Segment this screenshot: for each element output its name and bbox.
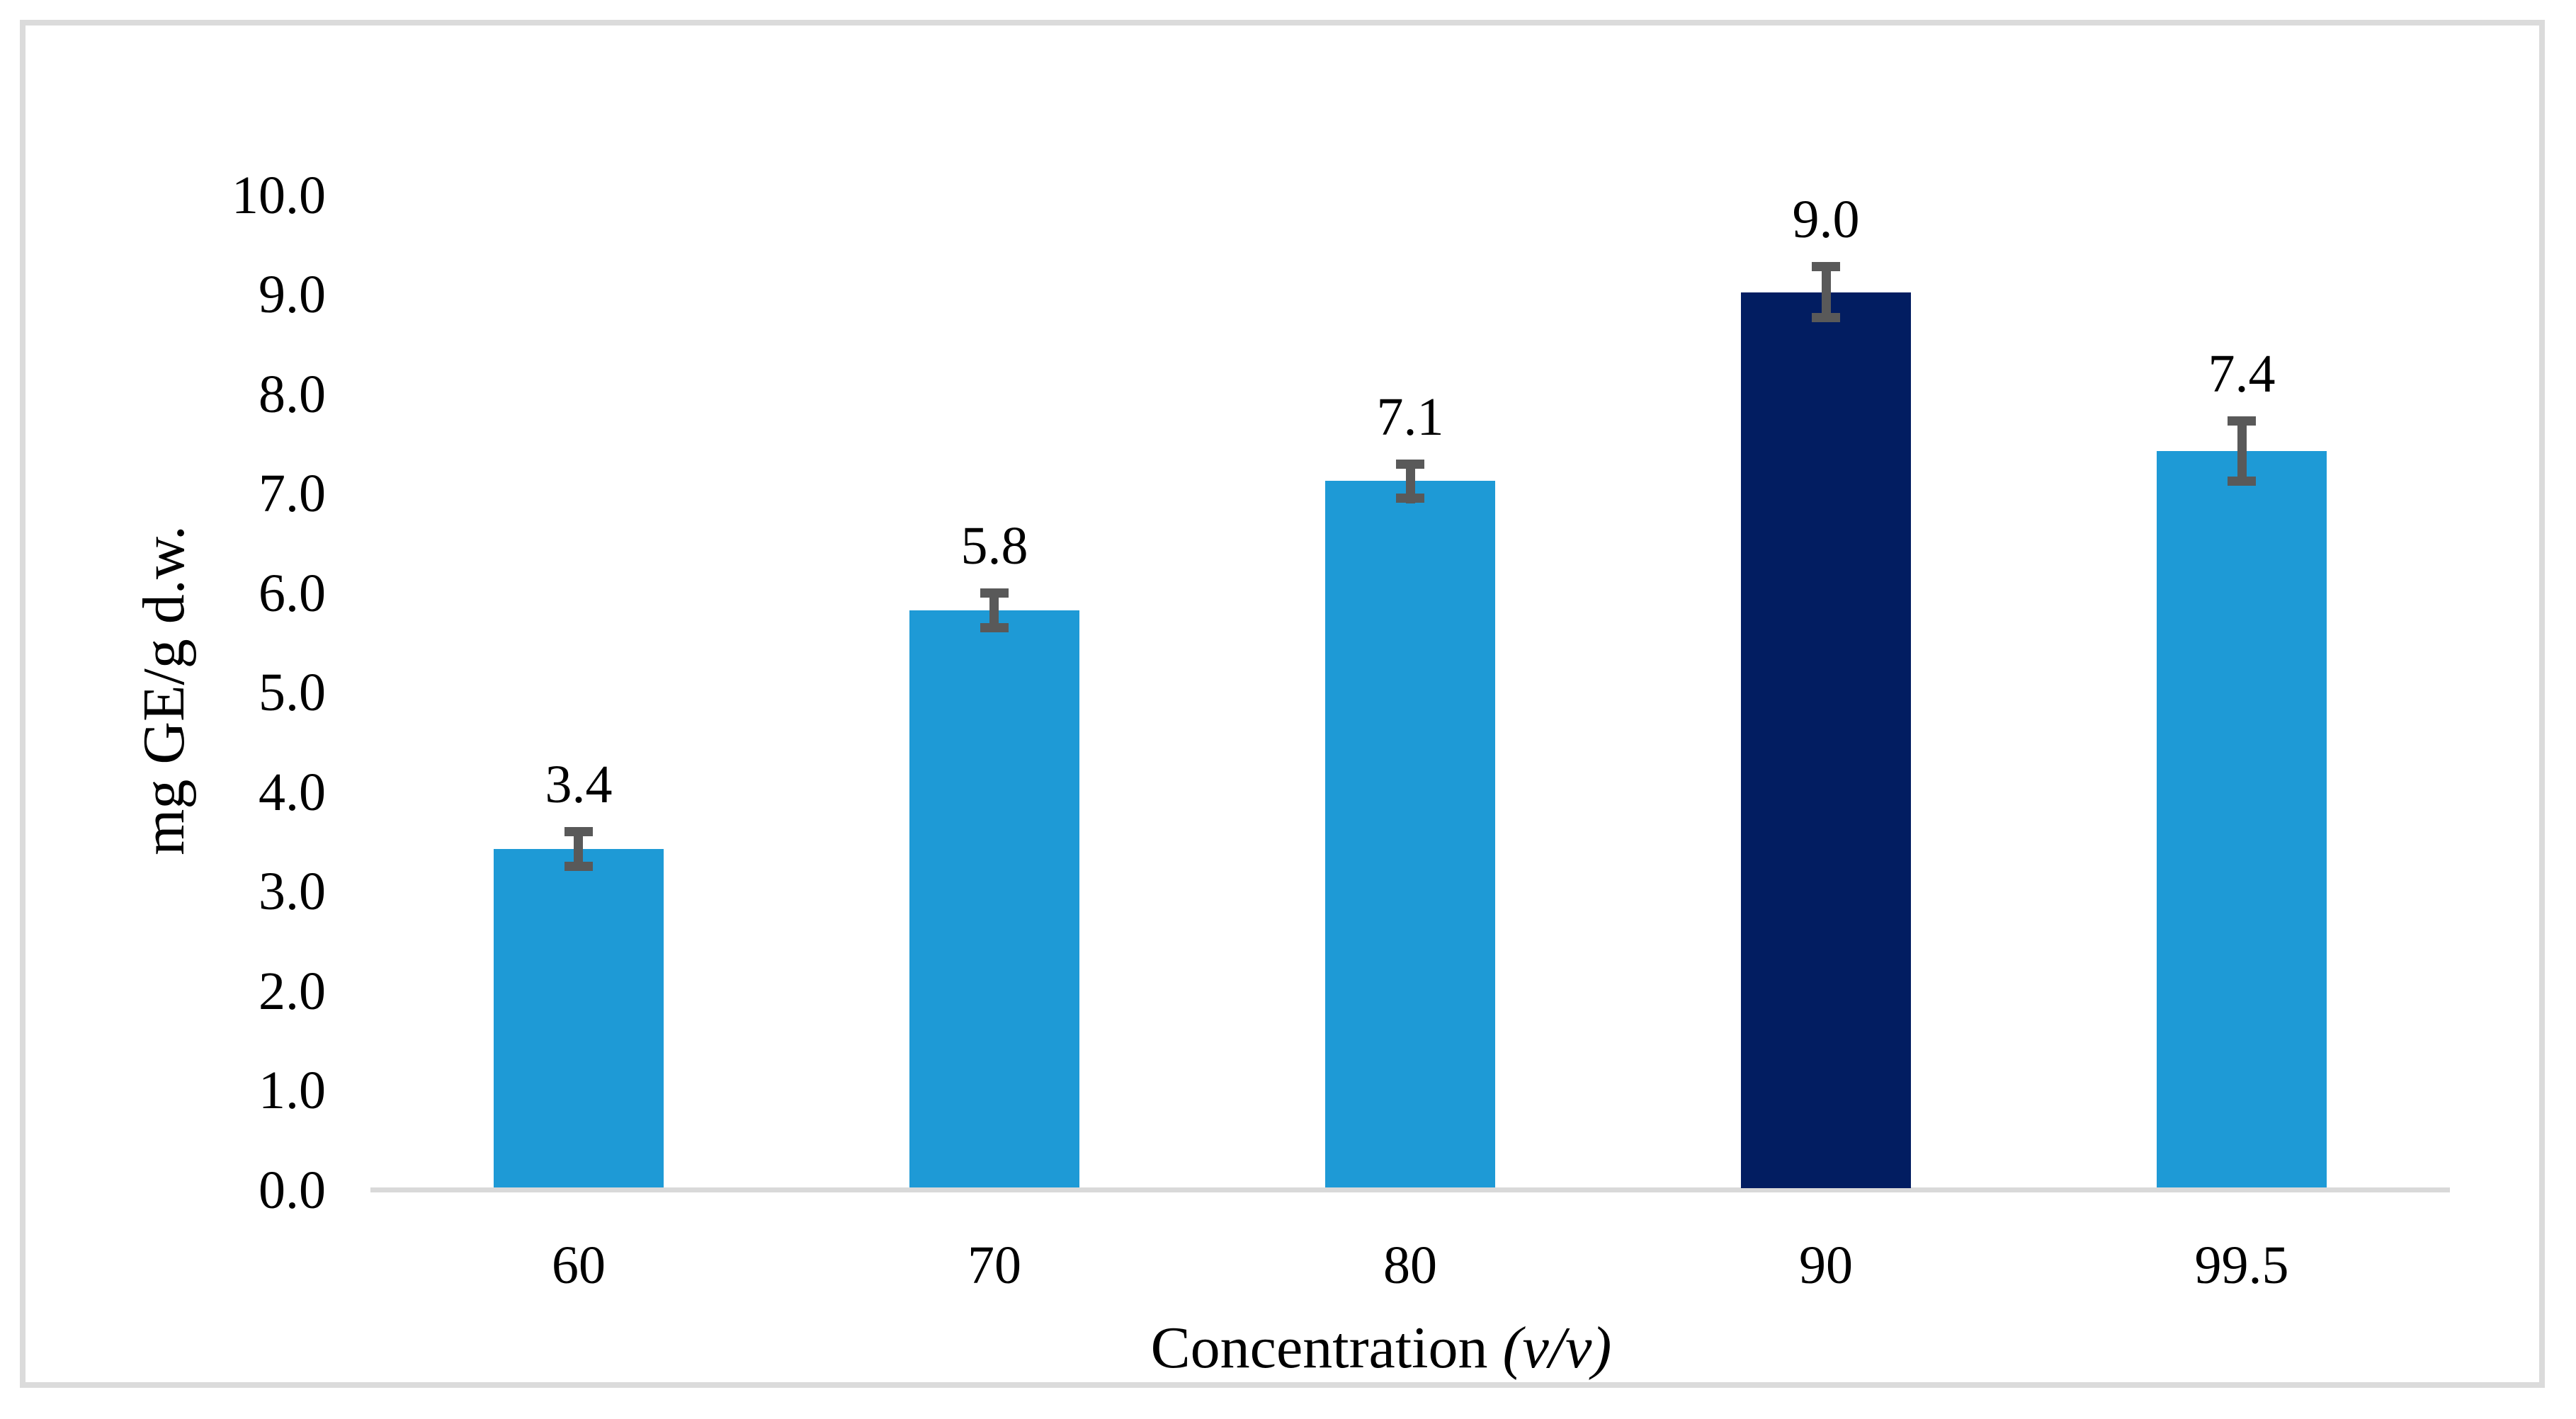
error-bar-90 xyxy=(1822,262,1831,321)
y-tick-label-1.0: 1.0 xyxy=(259,1061,326,1120)
error-bar-bottom-cap-90 xyxy=(1812,313,1840,322)
x-axis-line xyxy=(370,1187,2450,1192)
bar-80 xyxy=(1325,481,1495,1187)
y-tick-label-6.0: 6.0 xyxy=(259,564,326,623)
bar-90 xyxy=(1741,292,1911,1188)
value-label-99.5: 7.4 xyxy=(2208,344,2276,404)
x-tick-label-99.5: 99.5 xyxy=(2194,1236,2289,1295)
bar-70 xyxy=(909,610,1079,1187)
y-tick-label-4.0: 4.0 xyxy=(259,763,326,822)
x-tick-label-70: 70 xyxy=(968,1236,1021,1295)
error-bar-bottom-cap-99.5 xyxy=(2228,477,2256,486)
error-bar-top-cap-80 xyxy=(1396,460,1424,469)
y-tick-label-10.0: 10.0 xyxy=(232,166,326,225)
y-tick-label-3.0: 3.0 xyxy=(259,862,326,921)
error-bar-70 xyxy=(989,588,999,632)
error-bar-top-cap-70 xyxy=(980,588,1009,598)
value-label-80: 7.1 xyxy=(1376,387,1444,447)
error-bar-top-cap-90 xyxy=(1812,262,1840,271)
bar-99.5 xyxy=(2157,451,2327,1187)
y-tick-label-7.0: 7.0 xyxy=(259,464,326,523)
error-bar-bottom-cap-80 xyxy=(1396,494,1424,503)
y-tick-label-8.0: 8.0 xyxy=(259,365,326,424)
error-bar-top-cap-60 xyxy=(564,827,593,836)
y-tick-label-0.0: 0.0 xyxy=(259,1161,326,1220)
error-bar-99.5 xyxy=(2237,416,2247,486)
error-bar-top-cap-99.5 xyxy=(2228,416,2256,426)
x-axis-title-italic-unit: (v/v) xyxy=(1502,1315,1612,1381)
x-tick-label-80: 80 xyxy=(1383,1236,1437,1295)
error-bar-60 xyxy=(574,827,583,871)
y-tick-label-9.0: 9.0 xyxy=(259,265,326,324)
y-tick-label-2.0: 2.0 xyxy=(259,962,326,1021)
x-tick-label-60: 60 xyxy=(552,1236,606,1295)
y-tick-label-5.0: 5.0 xyxy=(259,663,326,722)
x-tick-label-90: 90 xyxy=(1799,1236,1853,1295)
error-bar-80 xyxy=(1406,460,1415,503)
x-axis-title: Concentration (v/v) xyxy=(1151,1316,1612,1381)
value-label-60: 3.4 xyxy=(545,755,613,814)
chart-border xyxy=(20,20,2545,1388)
error-bar-bottom-cap-70 xyxy=(980,623,1009,632)
error-bar-bottom-cap-60 xyxy=(564,862,593,871)
bar-60 xyxy=(494,849,664,1187)
value-label-70: 5.8 xyxy=(960,516,1028,576)
x-axis-title-text: Concentration xyxy=(1150,1315,1503,1381)
value-label-90: 9.0 xyxy=(1792,190,1860,249)
